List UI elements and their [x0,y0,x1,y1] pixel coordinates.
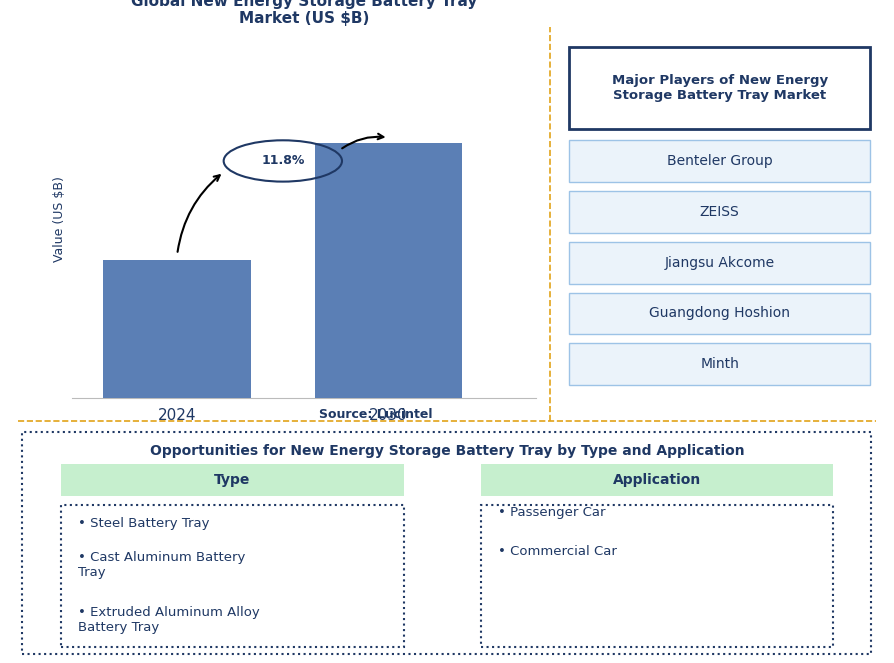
Text: 11.8%: 11.8% [261,154,305,168]
Bar [103,260,251,398]
Text: • Steel Battery Tray: • Steel Battery Tray [78,517,209,530]
FancyBboxPatch shape [22,432,871,654]
FancyBboxPatch shape [569,292,870,334]
FancyBboxPatch shape [481,505,833,647]
Text: • Passenger Car: • Passenger Car [499,506,606,518]
Text: • Cast Aluminum Battery
Tray: • Cast Aluminum Battery Tray [78,551,245,579]
FancyBboxPatch shape [61,464,404,496]
Text: Source: Lucintel: Source: Lucintel [319,408,432,421]
FancyBboxPatch shape [569,140,870,182]
Text: Type: Type [215,473,250,487]
FancyBboxPatch shape [569,191,870,233]
FancyBboxPatch shape [481,464,833,496]
FancyBboxPatch shape [569,242,870,284]
Title: Global New Energy Storage Battery Tray
Market (US $B): Global New Energy Storage Battery Tray M… [131,0,477,26]
Text: Minth: Minth [700,357,739,371]
Text: Benteler Group: Benteler Group [667,154,772,168]
Text: • Commercial Car: • Commercial Car [499,544,618,558]
Y-axis label: Value (US $B): Value (US $B) [53,176,66,262]
FancyBboxPatch shape [61,505,404,647]
FancyBboxPatch shape [569,47,870,129]
Text: Guangdong Hoshion: Guangdong Hoshion [649,306,790,320]
Text: Jiangsu Akcome: Jiangsu Akcome [664,256,775,270]
Text: ZEISS: ZEISS [700,205,739,219]
Text: Opportunities for New Energy Storage Battery Tray by Type and Application: Opportunities for New Energy Storage Bat… [149,444,745,457]
Bar [315,143,462,398]
Text: Application: Application [613,473,702,487]
Text: • Extruded Aluminum Alloy
Battery Tray: • Extruded Aluminum Alloy Battery Tray [78,606,259,634]
FancyBboxPatch shape [569,343,870,385]
Text: Major Players of New Energy
Storage Battery Tray Market: Major Players of New Energy Storage Batt… [611,74,828,102]
